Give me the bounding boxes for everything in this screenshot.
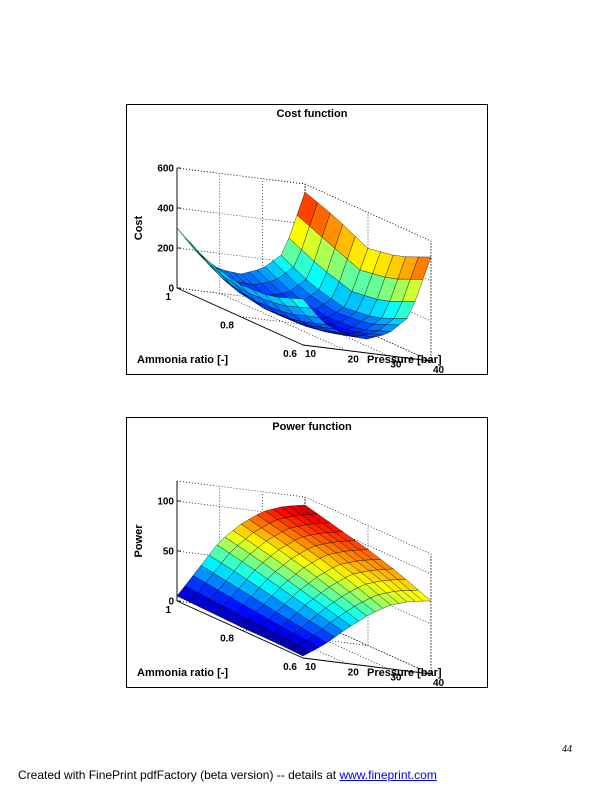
z-gridline	[176, 247, 432, 322]
ratio-axis-line	[176, 600, 304, 659]
surface-patch	[409, 589, 432, 602]
surface	[176, 191, 432, 340]
ratio-tick-label: 0.8	[220, 321, 234, 332]
ratio-tick-label: 0.6	[283, 349, 297, 360]
pressure-tick-label: 40	[433, 365, 445, 374]
z-tick-label: 600	[157, 164, 174, 175]
pressure-tick-label: 30	[390, 360, 402, 371]
labels: Power function Power Ammonia ratio [-] Pres…	[133, 421, 442, 679]
cost-chart-panel: 0 200 400 600 0.6 0.8 1 10 20 30 40 Cost function Co…	[126, 104, 488, 375]
footer: Created with FinePrint pdfFactory (beta …	[18, 768, 437, 782]
z-gridline	[176, 207, 432, 282]
tick-labels: 0 50 100 0.6 0.8 1 10 20 30 40	[157, 497, 444, 688]
pressure-axis-label: Pressure [bar]	[367, 354, 442, 366]
pressure-axis-label: Pressure [bar]	[367, 667, 442, 679]
footer-text: Created with FinePrint pdfFactory (beta …	[18, 768, 340, 782]
x-gridline	[219, 173, 346, 351]
z-tick-label: 100	[157, 497, 174, 508]
z-tick-label: 50	[163, 547, 175, 558]
pressure-tick-label: 10	[305, 349, 317, 360]
chart-title: Power function	[272, 421, 352, 433]
power-chart-panel: 0 50 100 0.6 0.8 1 10 20 30 40 Power function Power…	[126, 417, 488, 688]
surface-patch	[410, 256, 432, 280]
pressure-tick-label: 10	[305, 662, 317, 673]
z-tick-label: 200	[157, 244, 174, 255]
ratio-tick-label: 0.6	[283, 662, 297, 673]
labels: Cost function Cost Ammonia ratio [-] Pressu…	[133, 108, 442, 366]
pressure-axis-line	[302, 657, 432, 675]
ratio-tick-label: 1	[165, 605, 171, 616]
z-tick-label: 0	[168, 284, 174, 295]
pressure-tick-label: 20	[348, 667, 360, 678]
page-number: 44	[562, 744, 572, 755]
z-tick-label: 0	[168, 597, 174, 608]
z-tick-label: 400	[157, 204, 174, 215]
pressure-tick-label: 20	[348, 354, 360, 365]
pressure-tick-label: 30	[390, 673, 402, 684]
back-wall-right	[304, 496, 432, 674]
z-axis-label: Cost	[133, 215, 145, 240]
ratio-tick-label: 1	[165, 292, 171, 303]
z-axis-label: Power	[133, 524, 145, 558]
pressure-axis-line	[302, 344, 432, 362]
pressure-tick-label: 40	[433, 678, 445, 687]
z-gridline	[176, 500, 432, 575]
ratio-axis-line	[176, 287, 304, 346]
ratio-axis-label: Ammonia ratio [-]	[137, 354, 228, 366]
y-gridline	[176, 184, 306, 305]
ratio-tick-label: 0.8	[220, 634, 234, 645]
surface	[176, 504, 432, 657]
ratio-axis-label: Ammonia ratio [-]	[137, 667, 228, 679]
chart-title: Cost function	[277, 108, 348, 120]
fineprint-link[interactable]: www.fineprint.com	[339, 768, 437, 782]
y-gridline	[239, 212, 369, 333]
tick-labels: 0 200 400 600 0.6 0.8 1 10 20 30 40	[157, 164, 444, 375]
